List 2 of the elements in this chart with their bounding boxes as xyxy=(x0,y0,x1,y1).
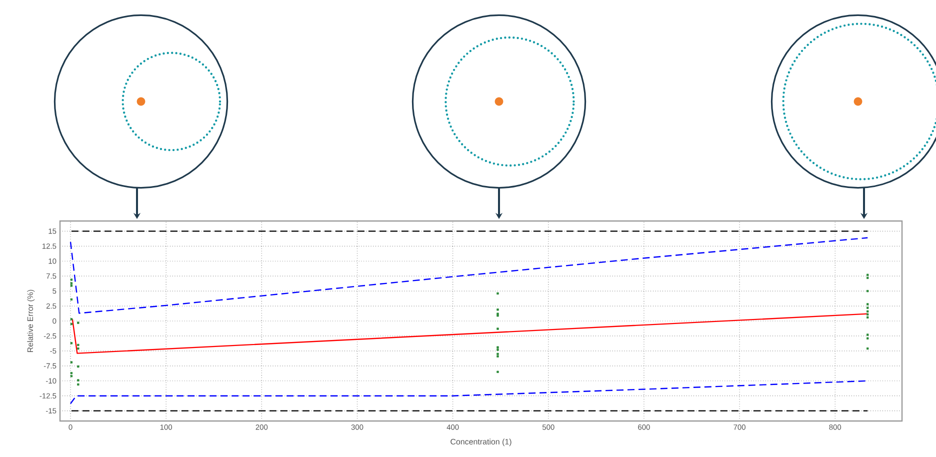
line-series xyxy=(70,237,868,314)
line-series xyxy=(70,380,868,404)
